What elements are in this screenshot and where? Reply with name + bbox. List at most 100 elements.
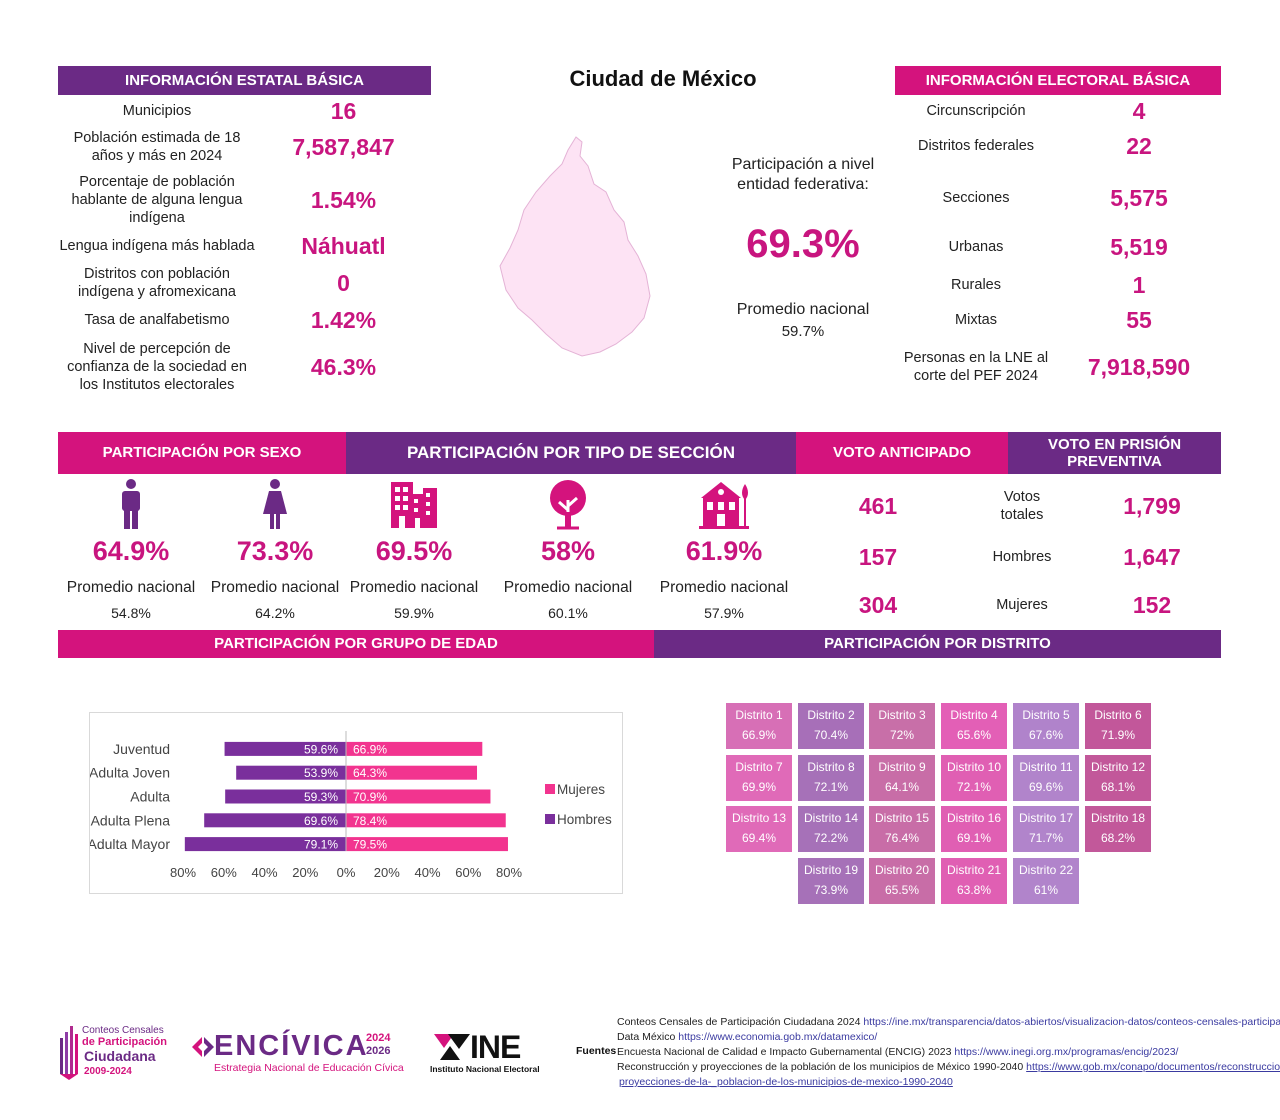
- estatal-row-label: Lengua indígena más hablada: [59, 237, 255, 254]
- encivica-mark-icon: [192, 1037, 214, 1057]
- sexo-header: PARTICIPACIÓN POR SEXO: [58, 432, 346, 474]
- distrito-cell: Distrito 12 68.1%: [1085, 755, 1151, 801]
- estatal-row-value: 0: [337, 269, 350, 296]
- distrito-name: Distrito 16: [946, 811, 1002, 826]
- conteos-line2: de Participación: [82, 1036, 167, 1048]
- x-tick-label: 0%: [337, 865, 356, 880]
- edad-header: PARTICIPACIÓN POR GRUPO DE EDAD: [58, 630, 654, 658]
- bar-mujeres: [346, 837, 508, 852]
- voto-anticipado-value: 157: [858, 543, 898, 570]
- distrito-value: 64.1%: [884, 780, 920, 794]
- ine-subtitle: Instituto Nacional Electoral: [430, 1064, 540, 1074]
- buildings-icon: [384, 478, 444, 532]
- fuente-link[interactable]: https://ine.mx/transparencia/datos-abier…: [863, 1016, 1280, 1028]
- votos-row-label: Votos totales: [1000, 488, 1044, 523]
- estatal-row-value: Náhuatl: [301, 232, 386, 259]
- age-category-label: Adulta Joven: [90, 765, 170, 781]
- data-label-mujeres: 64.3%: [353, 766, 387, 780]
- prision-header: VOTO EN PRISIÓN PREVENTIVA: [1008, 432, 1221, 474]
- distrito-cell: Distrito 16 69.1%: [941, 806, 1007, 852]
- fuente-line: Conteos Censales de Participación Ciudad…: [617, 1015, 1280, 1030]
- distrito-name: Distrito 6: [1094, 708, 1142, 723]
- fuente-link[interactable]: https://www.gob.mx/conapo/documentos/rec…: [1026, 1061, 1280, 1073]
- distrito-cell: Distrito 2 70.4%: [798, 703, 864, 749]
- fuente-link[interactable]: proyecciones-de-la-_poblacion-de-los-mun…: [619, 1076, 953, 1088]
- estatal-row-value: 1.42%: [310, 306, 377, 333]
- estatal-row-label: Porcentaje de población hablante de algu…: [71, 173, 243, 227]
- age-chart: Juventud 59.6% 66.9% Adulta Joven 53.9% 64.3%…: [88, 731, 612, 880]
- distrito-name: Distrito 10: [946, 760, 1002, 775]
- fuente-text: Data México: [617, 1031, 679, 1043]
- distrito-name: Distrito 1: [735, 708, 783, 723]
- pencil-bars-icon: [60, 1026, 78, 1080]
- age-category-label: Juventud: [113, 741, 170, 757]
- distrito-cell: Distrito 7 69.9%: [726, 755, 792, 801]
- distrito-cell: Distrito 19 73.9%: [798, 858, 864, 904]
- fuente-link[interactable]: https://www.economia.gob.mx/datamexico/: [678, 1031, 878, 1043]
- estatal-row-value: 46.3%: [310, 353, 377, 380]
- distrito-value: 69.4%: [741, 831, 777, 845]
- electoral-row-label: Circunscripción: [926, 102, 1026, 119]
- voto-prision-value: 1,647: [1123, 543, 1181, 570]
- distrito-value: 68.1%: [1100, 780, 1136, 794]
- distrito-value: 67.6%: [1028, 728, 1064, 742]
- distrito-cell: Distrito 9 64.1%: [869, 755, 935, 801]
- x-tick-label: 80%: [496, 865, 522, 880]
- ine-mark-icon: [434, 1034, 470, 1060]
- fuente-text: Encuesta Nacional de Calidad e Impacto G…: [617, 1046, 955, 1058]
- age-category-label: Adulta Plena: [91, 812, 171, 828]
- electoral-row-label: Secciones: [942, 189, 1010, 206]
- ine-title: INE: [470, 1029, 521, 1065]
- distrito-value: 69.6%: [1028, 780, 1064, 794]
- participacion-value: 69.5%: [375, 536, 453, 566]
- distrito-value: 69.1%: [956, 831, 992, 845]
- data-label-hombres: 59.3%: [304, 790, 338, 804]
- fuente-line: Encuesta Nacional de Calidad e Impacto G…: [617, 1045, 1178, 1060]
- bar-mujeres: [346, 813, 506, 828]
- age-chart-frame: Juventud 59.6% 66.9% Adulta Joven 53.9% 64.3%…: [88, 712, 623, 894]
- distrito-value: 72%: [889, 728, 915, 742]
- distrito-name: Distrito 21: [946, 863, 1002, 878]
- distrito-value: 73.9%: [813, 883, 849, 897]
- electoral-row-label: Urbanas: [948, 238, 1004, 255]
- electoral-row-value: 5,519: [1110, 233, 1168, 260]
- participacion-value: 64.9%: [92, 536, 170, 566]
- electoral-row-label: Mixtas: [955, 311, 997, 328]
- fuente-link[interactable]: https://www.inegi.org.mx/programas/encig…: [954, 1046, 1179, 1058]
- distrito-name: Distrito 17: [1018, 811, 1074, 826]
- encivica-subtitle: Estrategia Nacional de Educación Cívica: [214, 1062, 404, 1074]
- distrito-name: Distrito 11: [1019, 760, 1073, 775]
- distrito-cell: Distrito 6 71.9%: [1085, 703, 1151, 749]
- age-category-label: Adulta Mayor: [90, 836, 170, 852]
- fuentes-label: Fuentes: [576, 1045, 617, 1057]
- data-label-mujeres: 66.9%: [353, 742, 387, 756]
- bar-hombres: [236, 765, 346, 780]
- bar-hombres: [225, 789, 346, 804]
- promedio-nacional-value: 54.8%: [111, 605, 151, 621]
- distrito-cell: Distrito 11 69.6%: [1013, 755, 1079, 801]
- conteos-logo: Conteos Censales de Participación Ciudad…: [58, 1022, 178, 1084]
- distrito-cell: Distrito 5 67.6%: [1013, 703, 1079, 749]
- x-tick-label: 60%: [455, 865, 481, 880]
- legend-label: Hombres: [557, 812, 612, 827]
- encivica-year1: 2024: [366, 1032, 391, 1044]
- age-category-label: Adulta: [130, 789, 170, 805]
- encivica-year2: 2026: [366, 1045, 391, 1057]
- bar-hombres: [204, 813, 346, 828]
- estatal-row-value: 16: [330, 97, 357, 124]
- estatal-row-label: Nivel de percepción de confianza de la s…: [67, 340, 247, 394]
- distrito-cell: Distrito 22 61%: [1013, 858, 1079, 904]
- distrito-name: Distrito 4: [950, 708, 998, 723]
- distrito-name: Distrito 7: [735, 760, 783, 775]
- promedio-nacional-label: Promedio nacional: [66, 579, 196, 597]
- distrito-name: Distrito 19: [803, 863, 859, 878]
- fuente-line: proyecciones-de-la-_poblacion-de-los-mun…: [619, 1075, 953, 1090]
- encivica-logo: ENCÍVICA 2024 2026 Estrategia Nacional d…: [190, 1028, 410, 1078]
- distrito-value: 61%: [1033, 883, 1059, 897]
- bar-mujeres: [346, 789, 491, 804]
- electoral-row-value: 1: [1132, 271, 1146, 298]
- distrito-cell: Distrito 14 72.2%: [798, 806, 864, 852]
- conteos-line3: Ciudadana: [84, 1048, 156, 1064]
- electoral-row-label: Rurales: [951, 276, 1001, 293]
- distrito-name: Distrito 12: [1090, 760, 1146, 775]
